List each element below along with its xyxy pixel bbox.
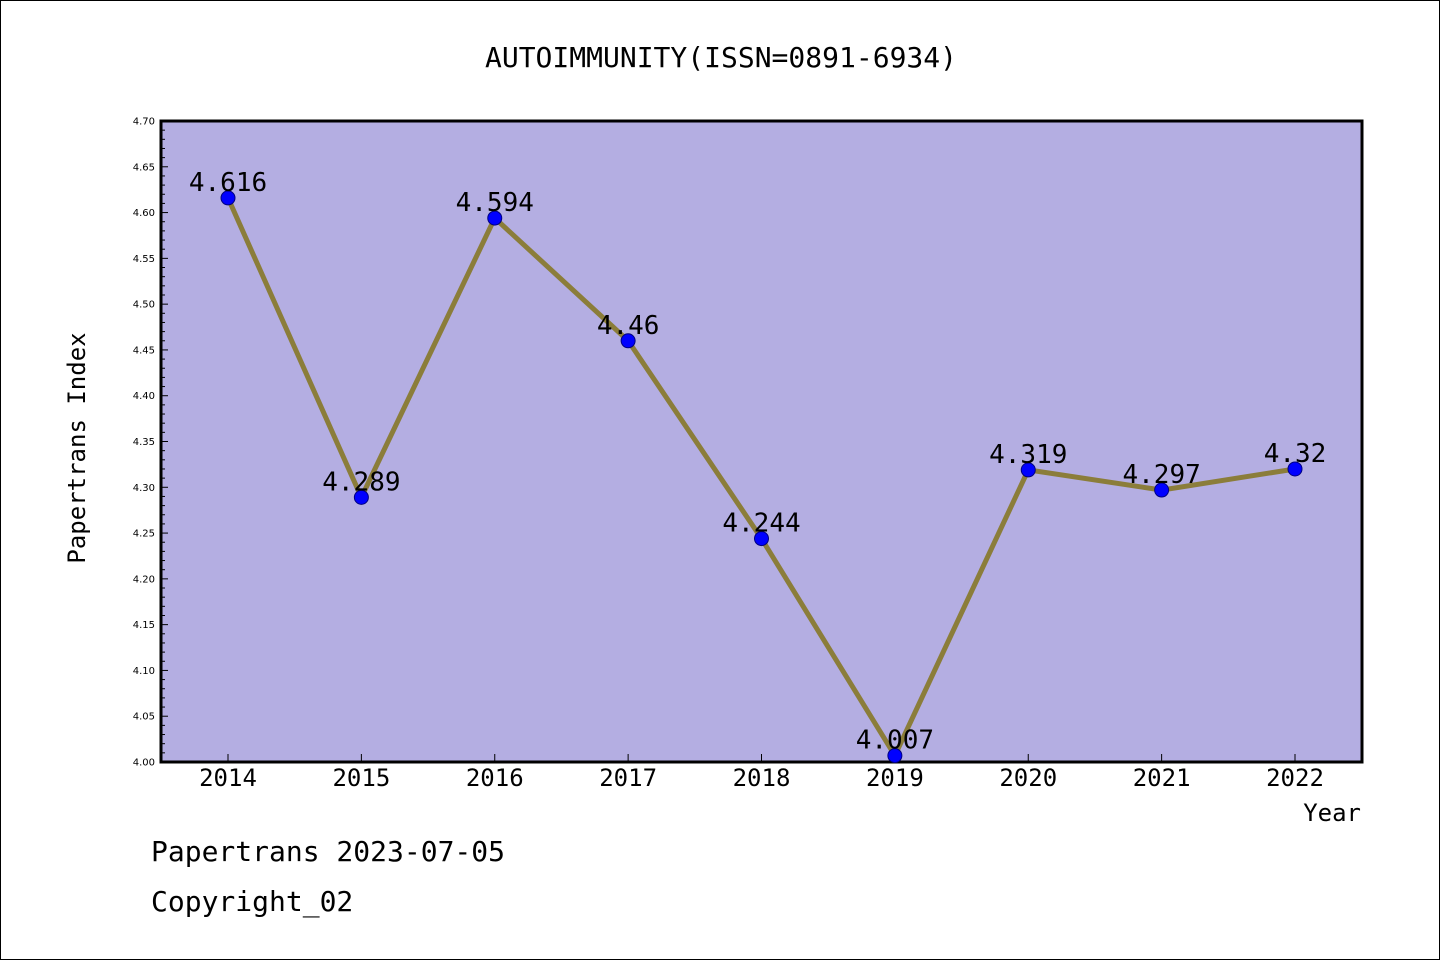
data-label: 4.297: [1122, 460, 1200, 490]
data-label: 4.616: [189, 168, 267, 198]
data-point: [1020, 462, 1036, 478]
x-tick-label: 2018: [733, 764, 791, 792]
data-label: 4.007: [856, 726, 934, 756]
y-tick-label: 4.40: [133, 391, 155, 402]
data-point: [620, 333, 636, 349]
x-axis-label: Year: [1303, 799, 1361, 827]
data-point: [887, 748, 903, 764]
y-axis: 4.00 4.05 4.10 4.15 4.20 4.25 4.30 4.35 4.40 4.45…: [133, 117, 168, 769]
y-tick-label: 4.10: [133, 666, 155, 677]
data-point: [487, 210, 503, 226]
x-axis: 2014 2015 2016 2017 2018 2019 2020 2021 2022: [199, 754, 1324, 792]
data-label: 4.32: [1264, 439, 1327, 469]
y-tick-label: 4.30: [133, 483, 155, 494]
y-axis-label: Papertrans Index: [63, 332, 91, 563]
data-point: [353, 489, 369, 505]
data-point: [1287, 461, 1303, 477]
x-tick-label: 2017: [599, 764, 657, 792]
data-label: 4.594: [456, 188, 534, 218]
x-tick-label: 2020: [999, 764, 1057, 792]
data-label: 4.46: [597, 311, 660, 341]
x-tick-label: 2021: [1133, 764, 1191, 792]
x-tick-label: 2015: [332, 764, 390, 792]
y-tick-label: 4.50: [133, 300, 155, 311]
y-tick-label: 4.70: [133, 117, 155, 128]
data-point: [220, 190, 236, 206]
data-label: 4.319: [989, 440, 1067, 470]
x-tick-label: 2016: [466, 764, 524, 792]
x-tick-label: 2014: [199, 764, 257, 792]
y-tick-label: 4.05: [133, 712, 155, 723]
y-tick-label: 4.25: [133, 529, 155, 540]
data-label: 4.244: [722, 509, 800, 539]
x-tick-label: 2019: [866, 764, 924, 792]
footer-copyright-text: Copyright_02: [151, 885, 354, 918]
data-point: [754, 531, 769, 547]
plot-area: [159, 119, 1364, 764]
y-tick-label: 4.65: [133, 162, 155, 173]
y-tick-label: 4.00: [133, 758, 155, 769]
data-label: 4.289: [322, 467, 400, 497]
x-tick-label: 2022: [1266, 764, 1324, 792]
y-tick-label: 4.45: [133, 345, 155, 356]
data-labels: 4.616 4.289 4.594 4.46 4.244 4.007 4.319 4.297 4…: [189, 168, 1326, 756]
y-tick-label: 4.60: [133, 208, 155, 219]
chart-title: AUTOIMMUNITY(ISSN=0891-6934): [485, 41, 957, 74]
y-tick-label: 4.55: [133, 254, 155, 265]
series-markers: [220, 190, 1303, 764]
data-point: [1154, 482, 1170, 498]
footer-date-text: Papertrans 2023-07-05: [151, 835, 506, 868]
y-tick-label: 4.35: [133, 437, 155, 448]
y-tick-label: 4.15: [133, 620, 155, 631]
y-tick-label: 4.20: [133, 574, 155, 585]
